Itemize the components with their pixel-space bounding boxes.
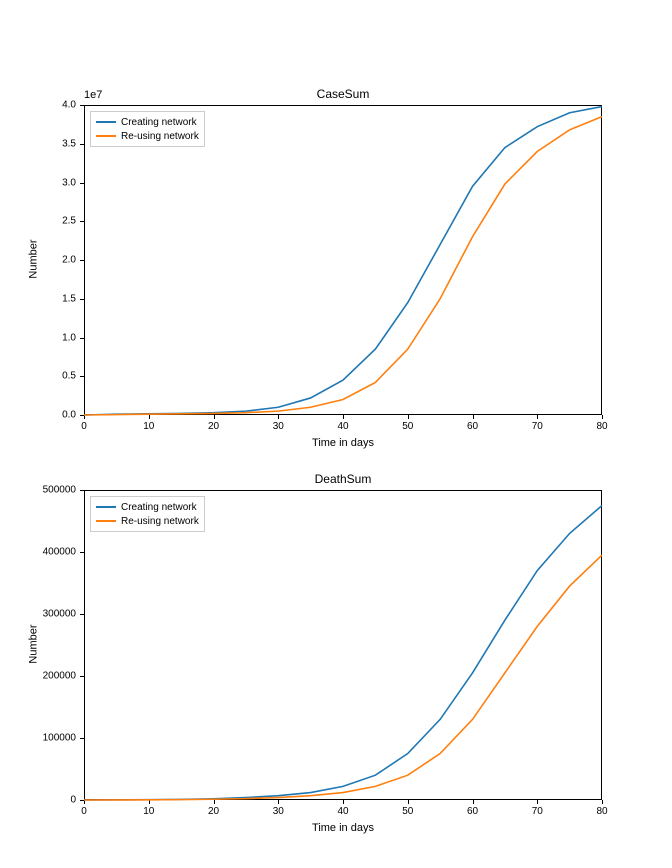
y-tick-label: 3.5 (62, 138, 76, 149)
y-tick-label: 2.0 (62, 255, 76, 266)
x-tick (473, 800, 474, 804)
legend-row: Re-using network (96, 514, 199, 528)
x-tick-label: 0 (81, 421, 87, 432)
x-tick-label: 20 (208, 421, 219, 432)
y-tick-label: 200000 (43, 671, 76, 682)
x-tick (149, 415, 150, 419)
x-tick-label: 80 (596, 421, 607, 432)
x-tick-label: 60 (467, 421, 478, 432)
x-tick (408, 800, 409, 804)
x-tick (278, 800, 279, 804)
y-tick-label: 1.0 (62, 332, 76, 343)
legend-label: Re-using network (121, 131, 199, 142)
y-tick-label: 300000 (43, 609, 76, 620)
x-tick (278, 415, 279, 419)
legend: Creating network Re-using network (90, 111, 205, 147)
line-layer (84, 105, 602, 415)
x-tick-label: 70 (532, 806, 543, 817)
y-tick (80, 800, 84, 801)
x-tick-label: 40 (337, 806, 348, 817)
y-tick-label: 0.5 (62, 371, 76, 382)
chart-title: CaseSum (84, 87, 602, 101)
y-tick-label: 0 (70, 795, 76, 806)
exponent-label: 1e7 (84, 89, 102, 101)
legend-label: Creating network (121, 117, 197, 128)
x-axis-label: Time in days (84, 437, 602, 449)
x-tick-label: 50 (402, 421, 413, 432)
legend-swatch (96, 506, 116, 508)
chart-title: DeathSum (84, 472, 602, 486)
y-tick-label: 0.0 (62, 410, 76, 421)
legend-row: Re-using network (96, 129, 199, 143)
x-tick (602, 415, 603, 419)
creating-network-line (84, 506, 602, 801)
legend-row: Creating network (96, 500, 199, 514)
x-tick-label: 80 (596, 806, 607, 817)
x-tick (343, 800, 344, 804)
y-tick-label: 500000 (43, 485, 76, 496)
x-axis-label: Time in days (84, 822, 602, 834)
y-tick-label: 3.0 (62, 177, 76, 188)
x-tick (408, 415, 409, 419)
legend-swatch (96, 135, 116, 137)
x-tick-label: 70 (532, 421, 543, 432)
x-tick-label: 0 (81, 806, 87, 817)
x-tick-label: 20 (208, 806, 219, 817)
x-tick-label: 50 (402, 806, 413, 817)
legend-label: Re-using network (121, 516, 199, 527)
y-tick (80, 415, 84, 416)
x-tick (537, 800, 538, 804)
line-layer (84, 490, 602, 800)
y-tick-label: 4.0 (62, 100, 76, 111)
x-tick (602, 800, 603, 804)
x-tick (473, 415, 474, 419)
x-tick (214, 415, 215, 419)
x-tick-label: 10 (143, 421, 154, 432)
x-tick (537, 415, 538, 419)
y-tick-label: 1.5 (62, 293, 76, 304)
x-tick (343, 415, 344, 419)
y-tick-label: 2.5 (62, 216, 76, 227)
y-axis-label: Number (28, 624, 40, 663)
legend-swatch (96, 121, 116, 123)
legend: Creating network Re-using network (90, 496, 205, 532)
reusing-network-line (84, 117, 602, 415)
y-tick-label: 400000 (43, 547, 76, 558)
legend-row: Creating network (96, 115, 199, 129)
x-tick-label: 30 (273, 806, 284, 817)
x-tick-label: 10 (143, 806, 154, 817)
legend-label: Creating network (121, 502, 197, 513)
x-tick-label: 30 (273, 421, 284, 432)
x-tick (214, 800, 215, 804)
legend-swatch (96, 520, 116, 522)
y-tick-label: 100000 (43, 733, 76, 744)
creating-network-line (84, 107, 602, 415)
x-tick-label: 60 (467, 806, 478, 817)
y-axis-label: Number (28, 239, 40, 278)
figure: CaseSum1e7 Number Time in days 0 10 20 30 40 50 6… (0, 0, 672, 868)
x-tick-label: 40 (337, 421, 348, 432)
